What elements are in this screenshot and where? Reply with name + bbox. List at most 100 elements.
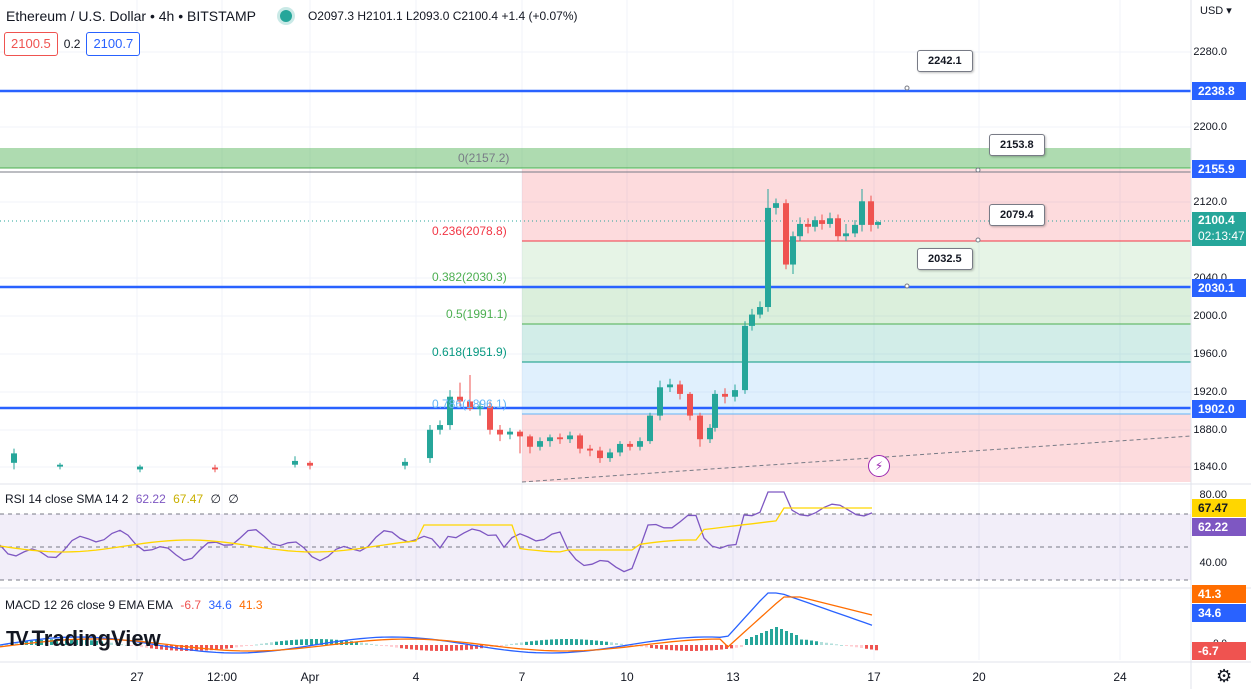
rsi-sma-value: 67.47 (173, 492, 204, 506)
candle-body (567, 435, 573, 440)
candle-body (437, 425, 443, 430)
time-axis-label: 27 (130, 670, 144, 684)
market-status-icon (279, 10, 292, 22)
macd-histogram-bar (140, 645, 143, 648)
macd-histogram-bar (0, 645, 3, 646)
macd-histogram-bar (15, 642, 18, 645)
spread-value: 0.2 (63, 37, 81, 51)
time-axis-label: 12:00 (206, 670, 238, 684)
macd-histogram-bar (100, 641, 103, 645)
macd-histogram-bar (250, 645, 253, 646)
macd-histogram-bar (285, 640, 288, 645)
macd-histogram-bar (845, 645, 848, 646)
price-axis-label: 2280.0 (1193, 46, 1227, 58)
tradingview-logo[interactable]: TV TradingView (6, 626, 161, 652)
macd-histogram-bar (385, 645, 388, 647)
fib-level-label: 0.5(1991.1) (446, 307, 508, 321)
macd-histogram-bar (280, 641, 283, 645)
macd-histogram-bar (780, 629, 783, 645)
macd-histogram-bar (120, 644, 123, 646)
candle-body (467, 401, 473, 409)
candle-body (607, 452, 613, 459)
candle-body (627, 443, 633, 447)
macd-histogram-bar (725, 645, 728, 649)
candle-body (773, 203, 779, 208)
macd-histogram-bar (400, 645, 403, 649)
macd-histogram-bar (270, 642, 273, 645)
macd-histogram-bar (450, 645, 453, 651)
macd-histogram-bar (245, 645, 248, 646)
macd-histogram-bar (205, 645, 208, 651)
macd-title: MACD 12 26 close 9 EMA EMA (5, 598, 174, 612)
symbol-legend[interactable]: Ethereum / U.S. Dollar • 4h • BITSTAMP O… (6, 6, 578, 26)
rsi-extra-value: ∅ (228, 492, 239, 506)
price-axis-label: 1840.0 (1193, 461, 1227, 473)
macd-histogram-bar (600, 641, 603, 645)
candle-body (868, 201, 874, 225)
macd-histogram-bar (820, 642, 823, 645)
macd-histogram-bar (655, 645, 658, 649)
rsi-legend[interactable]: RSI 14 close SMA 14 2 62.22 67.47 ∅ ∅ (5, 492, 243, 506)
sell-price-button[interactable]: 2100.5 (4, 32, 58, 56)
macd-signal-tag: 41.3 (1192, 585, 1246, 603)
macd-histogram-bar (115, 643, 118, 645)
macd-histogram-bar (475, 645, 478, 649)
macd-histogram-bar (160, 645, 163, 650)
macd-histogram-bar (720, 645, 723, 650)
buy-price-button[interactable]: 2100.7 (86, 32, 141, 56)
candle-body (57, 464, 63, 467)
macd-histogram-bar (570, 639, 573, 645)
fib-level-label: 0.382(2030.3) (432, 270, 507, 284)
candle-body (11, 453, 17, 463)
macd-histogram-bar (485, 645, 488, 648)
fib-level-label: 0.618(1951.9) (432, 345, 507, 359)
macd-histogram-bar (665, 645, 668, 650)
macd-histogram-bar (375, 644, 378, 646)
candle-body (875, 222, 881, 225)
candle-body (537, 441, 543, 447)
macd-histogram-bar (220, 645, 223, 650)
price-callout[interactable]: 2153.8 (989, 134, 1045, 156)
candle-body (637, 441, 643, 447)
macd-histogram-bar (465, 645, 468, 650)
macd-histogram-bar (500, 645, 503, 646)
macd-histogram-bar (315, 639, 318, 645)
macd-histogram-bar (530, 641, 533, 645)
macd-histogram-bar (870, 645, 873, 650)
candle-body (477, 406, 483, 409)
price-callout[interactable]: 2242.1 (917, 50, 973, 72)
gear-icon[interactable]: ⚙ (1216, 666, 1233, 686)
rsi-title: RSI 14 close SMA 14 2 (5, 492, 129, 506)
candle-body (517, 431, 523, 437)
macd-histogram-bar (405, 645, 408, 649)
macd-histogram-bar (545, 639, 548, 645)
rsi-value: 62.22 (135, 492, 166, 506)
macd-legend[interactable]: MACD 12 26 close 9 EMA EMA -6.7 34.6 41.… (5, 598, 267, 612)
macd-histogram-bar (825, 642, 828, 645)
symbol-title[interactable]: Ethereum / U.S. Dollar • 4h • BITSTAMP (6, 8, 256, 24)
price-callout[interactable]: 2032.5 (917, 248, 973, 270)
price-callout[interactable]: 2079.4 (989, 204, 1045, 226)
currency-button[interactable]: USD ▾ (1200, 4, 1232, 17)
macd-histogram-bar (135, 645, 138, 647)
macd-histogram-bar (310, 639, 313, 645)
macd-histogram-bar (645, 645, 648, 648)
resistance-zone (0, 148, 1191, 168)
macd-histogram-bar (95, 640, 98, 645)
candle-body (697, 415, 703, 440)
candle-body (749, 314, 755, 326)
macd-histogram-bar (185, 645, 188, 651)
candle-body (765, 207, 771, 308)
macd-line-tag: 34.6 (1192, 604, 1246, 622)
macd-histogram-bar (590, 640, 593, 645)
macd-histogram-bar (840, 645, 843, 646)
macd-histogram-bar (760, 633, 763, 645)
macd-histogram-bar (710, 645, 713, 651)
macd-histogram-bar (225, 645, 228, 649)
lightning-icon[interactable]: ⚡ (868, 455, 890, 477)
candle-body (732, 390, 738, 397)
macd-histogram-bar (190, 645, 193, 651)
macd-histogram-bar (370, 643, 373, 645)
macd-histogram-bar (515, 643, 518, 645)
